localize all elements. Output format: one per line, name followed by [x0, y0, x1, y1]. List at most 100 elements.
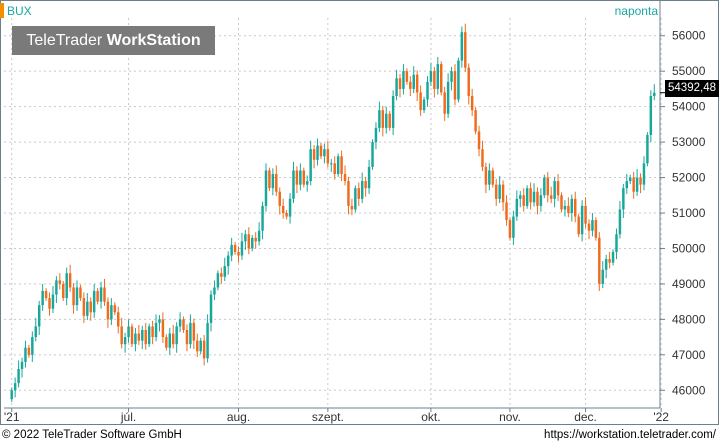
candle-body — [450, 71, 453, 82]
candle-body — [237, 252, 240, 256]
candle-body — [206, 322, 209, 359]
candle-body — [426, 81, 429, 100]
candle-body — [525, 188, 529, 206]
candle-body — [584, 205, 587, 224]
candle-body — [357, 188, 361, 199]
candle-body — [395, 78, 398, 96]
candle-body — [649, 96, 653, 135]
candle-body — [182, 319, 185, 330]
candle-body — [491, 170, 495, 185]
candle-body — [611, 252, 615, 263]
y-tick-label: 50000 — [672, 241, 706, 255]
candle-body — [285, 213, 288, 217]
y-tick-label: 46000 — [672, 383, 706, 397]
candle-body — [433, 71, 436, 89]
candle-body — [391, 96, 395, 128]
candle-body — [553, 181, 556, 199]
candle-body — [494, 184, 498, 199]
candle-body — [543, 177, 546, 196]
footer-url-link[interactable]: https://workstation.teletrader.com/ — [544, 429, 716, 441]
candle-body — [481, 149, 484, 167]
candle-body — [192, 322, 196, 341]
footer: © 2022 TeleTrader Software GmbH https://… — [0, 428, 720, 445]
candle-body — [340, 156, 343, 174]
candle-body — [99, 287, 103, 302]
candle-body — [446, 81, 450, 114]
candle-body — [299, 170, 302, 185]
candle-body — [62, 283, 65, 299]
candle-body — [440, 64, 443, 93]
candle-body — [309, 149, 312, 182]
candle-body — [398, 78, 402, 89]
candle-body — [646, 135, 649, 164]
candle-body — [226, 255, 230, 267]
candle-body — [264, 170, 268, 206]
logo-text-light: TeleTrader — [26, 32, 103, 49]
candle-body — [436, 64, 440, 89]
y-tick-label: 54000 — [672, 100, 706, 114]
candle-body — [165, 337, 168, 348]
candle-body — [364, 181, 367, 189]
candle-body — [281, 205, 285, 213]
candle-body — [68, 273, 72, 288]
candle-body — [41, 291, 44, 306]
candle-body — [10, 390, 13, 400]
candle-body — [484, 166, 488, 185]
candle-body — [316, 145, 319, 160]
candle-body — [488, 170, 491, 185]
candle-body — [268, 170, 271, 189]
candle-body — [120, 326, 123, 345]
candle-body — [508, 220, 512, 238]
candle-body — [405, 71, 409, 82]
candle-body — [343, 174, 347, 182]
x-tick-label: júl. — [120, 410, 136, 424]
candle-body — [567, 205, 570, 213]
candle-body — [546, 177, 549, 196]
candle-body — [92, 291, 96, 313]
candle-body — [189, 322, 192, 345]
candle-series — [10, 23, 656, 402]
candle-body — [65, 273, 68, 299]
copyright-text: © 2022 TeleTrader Software GmbH — [2, 429, 182, 441]
candle-body — [137, 333, 141, 341]
candle-body — [422, 99, 426, 111]
candle-body — [529, 188, 532, 203]
candle-body — [202, 340, 206, 359]
candle-body — [598, 237, 601, 284]
chart-axes: 46000 47000 48000 49000 50000 51000 52000 53000… — [4, 0, 706, 424]
candle-body — [563, 205, 567, 210]
candle-body — [642, 163, 646, 185]
symbol-accent-bar — [0, 3, 4, 18]
candle-body — [223, 266, 226, 277]
x-tick-label: '22 — [653, 410, 669, 424]
candle-body — [460, 32, 464, 61]
candle-body — [305, 181, 309, 185]
candle-body — [385, 113, 388, 128]
candle-body — [536, 191, 539, 206]
candle-body — [20, 361, 24, 369]
candle-body — [79, 287, 82, 299]
candle-body — [168, 333, 172, 348]
x-tick-label: nov. — [499, 410, 521, 424]
candle-body — [549, 195, 553, 199]
candle-body — [175, 326, 178, 345]
candle-body — [144, 330, 147, 345]
candle-body — [216, 273, 220, 288]
candle-body — [336, 156, 340, 174]
candle-body — [429, 71, 433, 82]
candle-body — [443, 92, 446, 114]
candle-body — [532, 191, 536, 203]
period-label[interactable]: naponta — [614, 4, 658, 18]
candle-body — [608, 259, 611, 263]
chart-frame — [0, 0, 719, 425]
candle-body — [34, 326, 38, 338]
candle-body — [220, 273, 223, 277]
candle-body — [622, 188, 625, 210]
candle-body — [275, 174, 278, 192]
candle-body — [470, 96, 474, 111]
symbol-label[interactable]: BUX — [7, 4, 32, 18]
candle-body — [580, 205, 584, 235]
candle-body — [477, 131, 481, 150]
candle-body — [587, 223, 591, 231]
